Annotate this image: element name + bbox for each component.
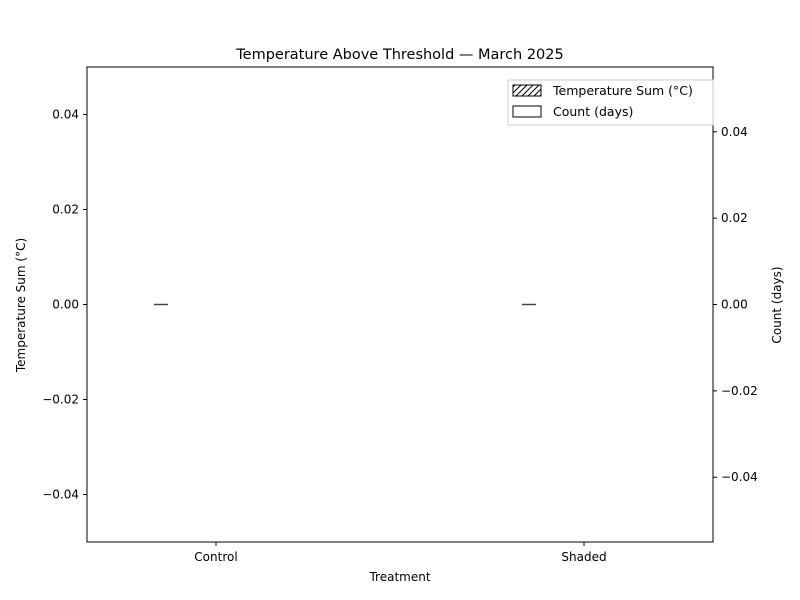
x-tick-label: Shaded xyxy=(561,550,606,564)
left-tick-label: −0.04 xyxy=(42,488,79,502)
chart-title: Temperature Above Threshold — March 2025 xyxy=(235,47,563,63)
legend: Temperature Sum (°C) Count (days) xyxy=(507,79,714,126)
x-axis-label: Treatment xyxy=(368,570,430,584)
x-tick-label: Control xyxy=(194,550,237,564)
plot-frame xyxy=(86,66,714,543)
x-axis: Control Shaded xyxy=(194,542,607,564)
right-tick-label: −0.04 xyxy=(721,470,758,484)
right-tick-label: 0.00 xyxy=(721,298,748,312)
left-tick-label: −0.02 xyxy=(42,393,79,407)
left-tick-label: 0.02 xyxy=(52,203,79,217)
left-tick-label: 0.00 xyxy=(52,298,79,312)
left-axis-label: Temperature Sum (°C) xyxy=(14,238,28,373)
legend-label-count: Count (days) xyxy=(553,104,633,119)
legend-label-temperature-sum: Temperature Sum (°C) xyxy=(552,83,693,98)
right-axis-label: Count (days) xyxy=(770,266,784,343)
right-axis: −0.04 −0.02 0.00 0.02 0.04 xyxy=(713,125,758,484)
right-tick-label: −0.02 xyxy=(721,384,758,398)
right-tick-label: 0.04 xyxy=(721,125,748,139)
legend-box xyxy=(507,79,714,126)
left-axis: −0.04 −0.02 0.00 0.02 0.04 xyxy=(42,108,87,502)
legend-swatch-count xyxy=(512,105,542,118)
left-tick-label: 0.04 xyxy=(52,108,79,122)
right-tick-label: 0.02 xyxy=(721,211,748,225)
legend-swatch-temperature-sum xyxy=(512,84,542,97)
